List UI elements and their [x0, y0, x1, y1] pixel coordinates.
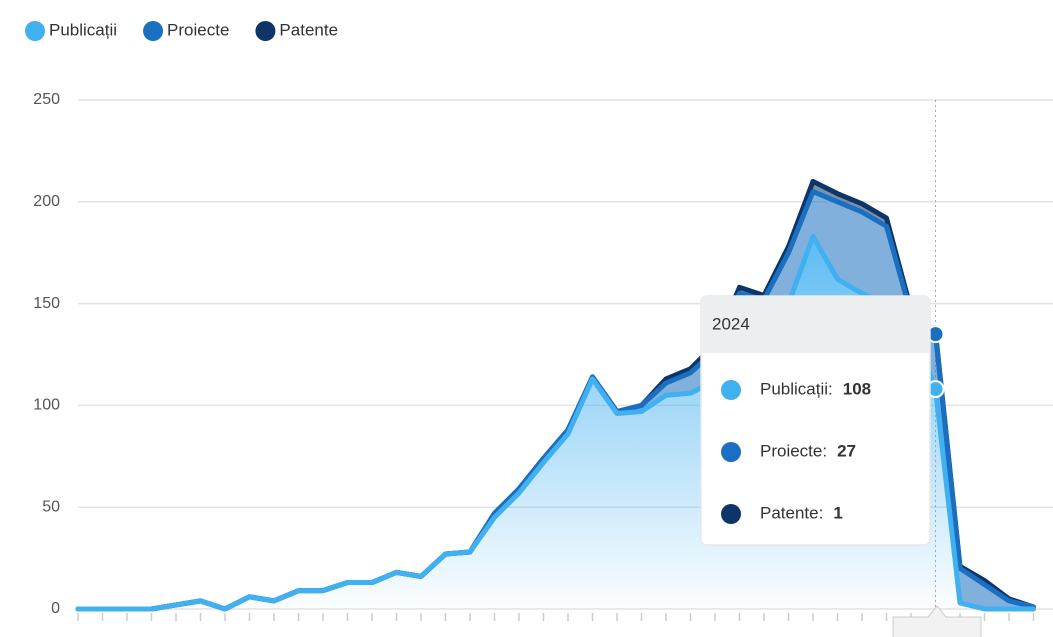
- legend-marker: [143, 21, 164, 41]
- tooltip-dot: [721, 442, 741, 462]
- tooltip-dot: [721, 504, 741, 524]
- legend-label: Proiecte: [167, 20, 229, 39]
- tooltip-label: Patente:: [760, 503, 823, 522]
- y-tick-label: 100: [33, 397, 60, 414]
- tooltip-anchor: [892, 605, 982, 637]
- tooltip-title: 2024: [712, 314, 750, 333]
- tooltip-label: Proiecte:: [760, 441, 827, 460]
- tooltip-value: 1: [833, 503, 842, 522]
- y-tick-label: 150: [33, 295, 60, 312]
- y-tick-label: 50: [42, 498, 60, 515]
- tooltip-header: [701, 296, 930, 353]
- y-tick-label: 250: [33, 91, 60, 108]
- y-tick-label: 200: [33, 193, 60, 210]
- tooltip-label: Publicații:: [760, 379, 833, 398]
- legend-marker: [255, 21, 276, 41]
- legend-marker: [25, 21, 45, 41]
- legend-label: Publicații: [49, 20, 117, 39]
- tooltip-value: 108: [843, 379, 871, 398]
- tooltip-dot: [721, 380, 741, 400]
- tooltip-value: 27: [837, 441, 856, 460]
- legend-label: Patente: [279, 20, 338, 39]
- y-tick-label: 0: [51, 600, 60, 617]
